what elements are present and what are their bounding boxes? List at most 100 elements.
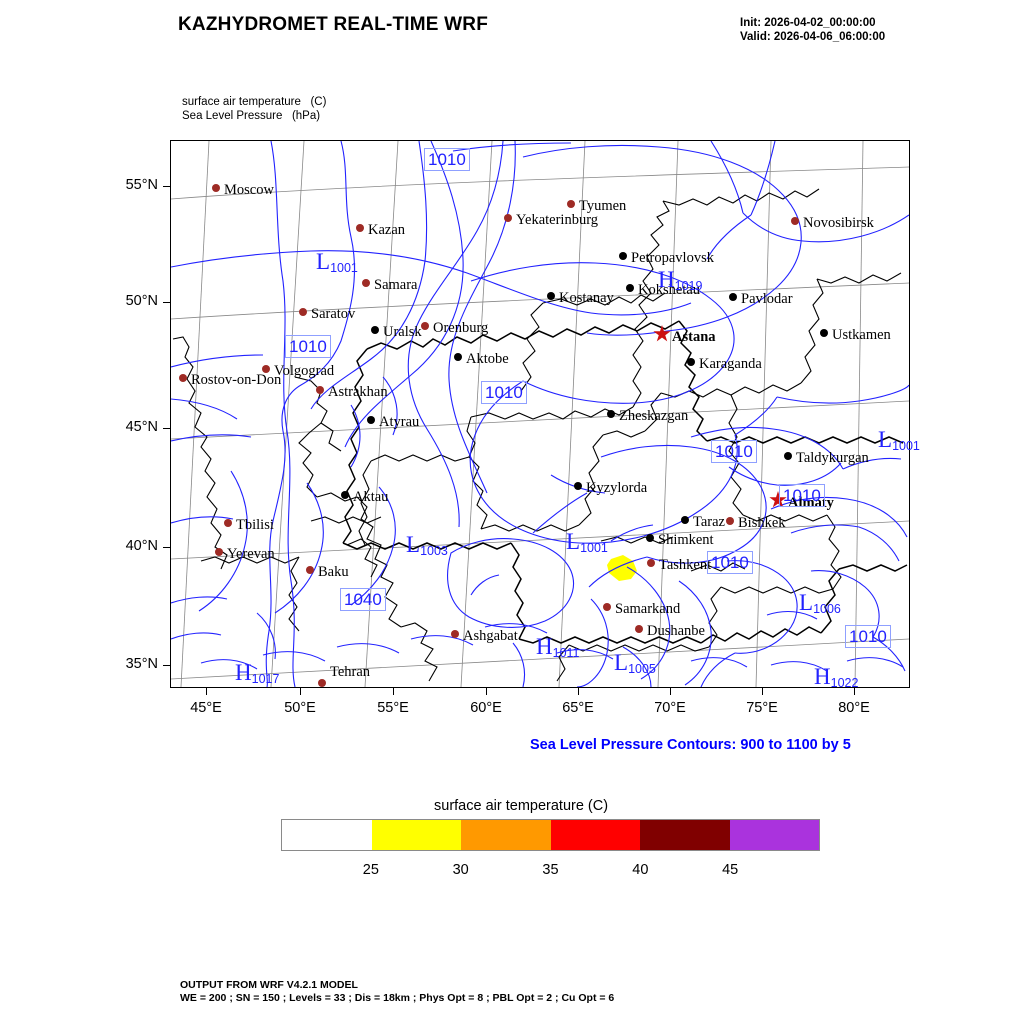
x-axis-tickmark	[670, 688, 671, 695]
colorbar-tick-45: 45	[722, 862, 739, 878]
colorbar-segment-4	[640, 820, 730, 850]
x-axis-tickmark	[300, 688, 301, 695]
city-marker-orenburg	[421, 322, 429, 330]
city-marker-baku	[306, 566, 314, 574]
city-label-samara: Samara	[374, 277, 418, 293]
colorbar-segment-5	[729, 820, 819, 850]
colorbar-tick-35: 35	[542, 862, 559, 878]
city-label-ashgabat: Ashgabat	[463, 628, 518, 644]
x-axis-tick-55°E: 55°E	[377, 700, 409, 716]
city-marker-tyumen	[567, 200, 575, 208]
page-title: KAZHYDROMET REAL-TIME WRF	[178, 14, 489, 35]
city-marker-yerevan	[215, 548, 223, 556]
city-marker-uralsk	[371, 326, 379, 334]
city-label-astana: Astana	[672, 329, 716, 345]
colorbar-segment-3	[550, 820, 640, 850]
city-label-kokshetau: Kokshetau	[638, 282, 701, 298]
kazakhstan-national-border	[342, 320, 908, 644]
city-marker-petropavlovsk	[619, 252, 627, 260]
pressure-center-low: L1005	[614, 650, 656, 676]
city-marker-aktau	[341, 491, 349, 499]
colorbar	[281, 819, 820, 851]
pressure-center-high: H1011	[536, 634, 580, 660]
city-marker-kostanay	[547, 292, 555, 300]
graticule-gridlines	[171, 141, 909, 687]
x-axis-tickmark	[578, 688, 579, 695]
contour-legend-text: Sea Level Pressure Contours: 900 to 1100…	[530, 737, 851, 753]
x-axis-tickmark	[854, 688, 855, 695]
city-marker-shimkent	[646, 534, 654, 542]
city-marker-zheskazgan	[607, 410, 615, 418]
sea-level-pressure-contours	[171, 141, 909, 687]
city-marker-tbilisi	[224, 519, 232, 527]
y-axis-tickmark	[163, 547, 171, 548]
x-axis-tickmark	[393, 688, 394, 695]
city-marker-astrakhan	[316, 386, 324, 394]
x-axis-tick-65°E: 65°E	[562, 700, 594, 716]
pressure-contour-label: 1010	[779, 484, 825, 507]
city-label-tehran: Tehran	[330, 664, 371, 680]
city-label-ustkamen: Ustkamen	[832, 327, 891, 343]
city-label-karaganda: Karaganda	[699, 356, 762, 372]
city-label-baku: Baku	[318, 564, 349, 580]
city-marker-kazan	[356, 224, 364, 232]
x-axis-tickmark	[486, 688, 487, 695]
y-axis-tick-55°N: 55°N	[125, 177, 158, 193]
map-plot-area[interactable]	[170, 140, 910, 688]
city-marker-saratov	[299, 308, 307, 316]
pressure-contour-label: 1010	[845, 625, 891, 648]
colorbar-tick-30: 30	[452, 862, 469, 878]
city-label-moscow: Moscow	[224, 182, 274, 198]
city-marker-karaganda	[687, 358, 695, 366]
city-marker-kyzylorda	[574, 482, 582, 490]
colorbar-segment-2	[461, 820, 551, 850]
city-marker-moscow	[212, 184, 220, 192]
x-axis-tickmark	[206, 688, 207, 695]
pressure-center-low: L1006	[799, 590, 841, 616]
city-marker-ashgabat	[451, 630, 459, 638]
city-label-yerevan: Yerevan	[227, 546, 275, 562]
city-label-aktau: Aktau	[353, 489, 389, 505]
colorbar-tick-40: 40	[632, 862, 649, 878]
city-marker-rostov-on-don	[179, 374, 187, 382]
pressure-contour-label: 1010	[424, 148, 470, 171]
y-axis-tickmark	[163, 428, 171, 429]
city-label-bishkek: Bishkek	[738, 515, 786, 531]
x-axis-tick-70°E: 70°E	[654, 700, 686, 716]
city-marker-pavlodar	[729, 293, 737, 301]
pressure-center-low: L1001	[566, 529, 608, 555]
city-label-uralsk: Uralsk	[383, 324, 422, 340]
pressure-contour-label: 1010	[285, 335, 331, 358]
pressure-contour-label: 1010	[711, 440, 757, 463]
temperature-fill-region	[607, 555, 637, 581]
x-axis-tick-60°E: 60°E	[470, 700, 502, 716]
city-marker-samara	[362, 279, 370, 287]
city-label-saratov: Saratov	[311, 306, 356, 322]
city-marker-volgograd	[262, 365, 270, 373]
city-label-almaty: Almaty	[788, 495, 834, 511]
city-label-rostov-on-don: Rostov-on-Don	[191, 372, 282, 388]
model-footer: OUTPUT FROM WRF V4.2.1 MODEL WE = 200 ; …	[180, 979, 615, 1004]
city-label-tbilisi: Tbilisi	[236, 517, 274, 533]
city-label-dushanbe: Dushanbe	[647, 623, 705, 639]
city-marker-atyrau	[367, 416, 375, 424]
city-marker-taldykurgan	[784, 452, 792, 460]
city-marker-aktobe	[454, 353, 462, 361]
pressure-contour-label: 1010	[481, 381, 527, 404]
city-marker-bishkek	[726, 517, 734, 525]
y-axis-tick-45°N: 45°N	[125, 419, 158, 435]
city-label-aktobe: Aktobe	[466, 351, 509, 367]
variable-subtitle: surface air temperature (C) Sea Level Pr…	[182, 96, 327, 122]
city-marker-tashkent	[647, 559, 655, 567]
init-valid-timestamps: Init: 2026-04-02_00:00:00 Valid: 2026-04…	[740, 17, 886, 43]
x-axis-tick-80°E: 80°E	[838, 700, 870, 716]
x-axis-tick-45°E: 45°E	[190, 700, 222, 716]
y-axis-tickmark	[163, 186, 171, 187]
y-axis-tickmark	[163, 665, 171, 666]
y-axis-tick-35°N: 35°N	[125, 656, 158, 672]
city-label-tashkent: Tashkent	[659, 557, 712, 573]
coastlines-borders	[172, 188, 902, 682]
x-axis-tick-50°E: 50°E	[284, 700, 316, 716]
city-label-astrakhan: Astrakhan	[328, 384, 388, 400]
colorbar-tick-25: 25	[362, 862, 379, 878]
